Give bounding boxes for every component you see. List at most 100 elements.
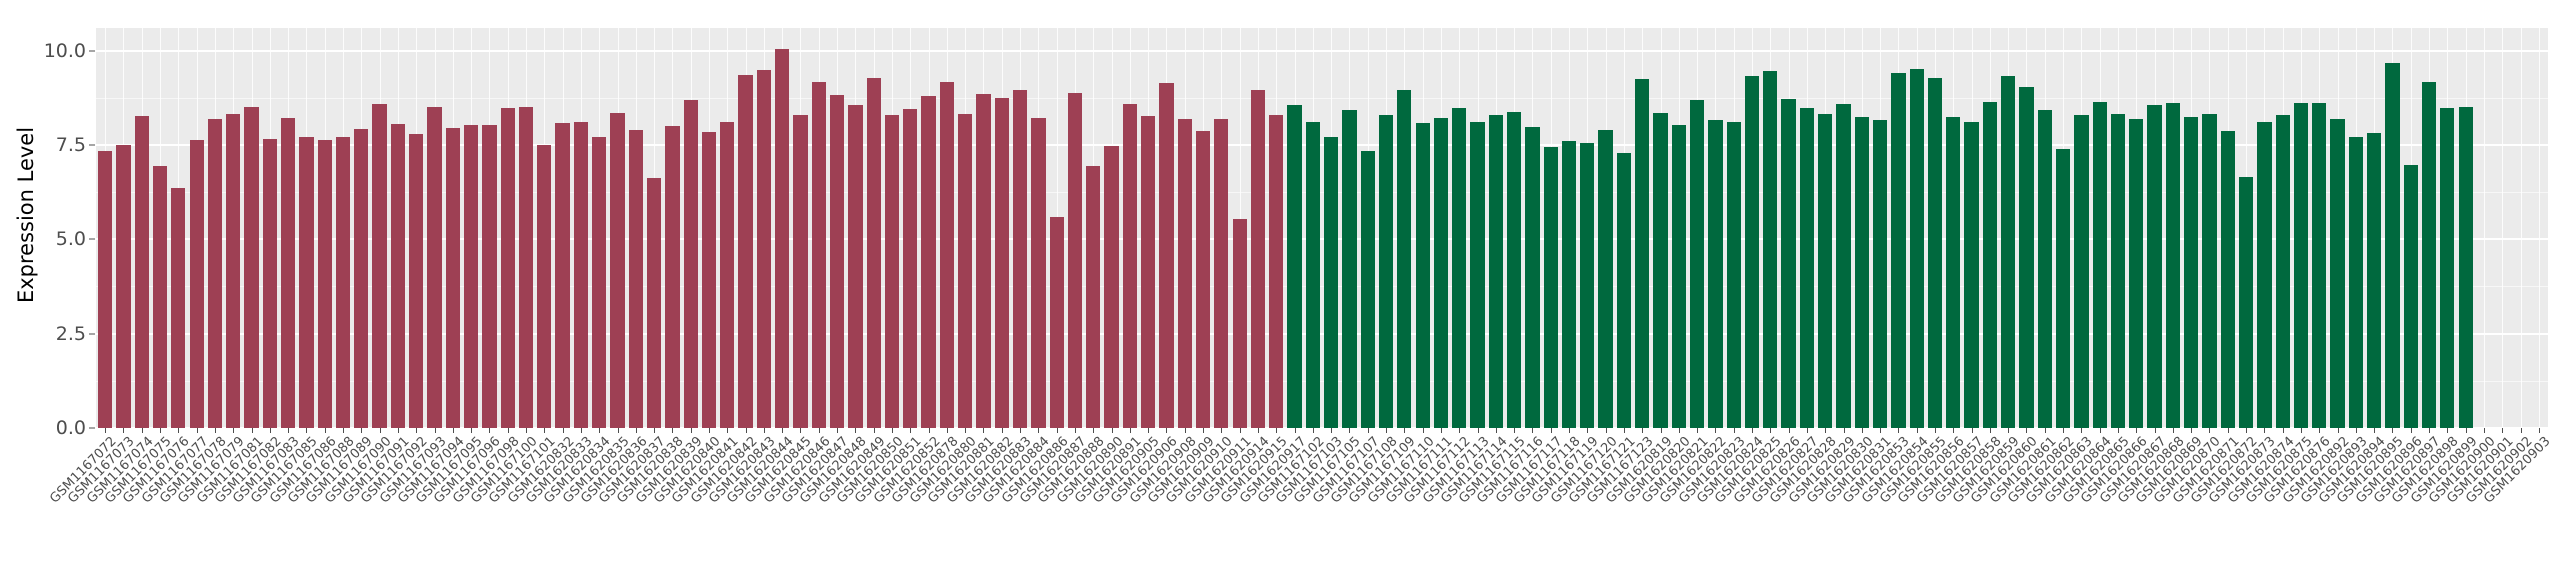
y-tick-mark [89, 144, 95, 146]
x-tick-mark [2099, 428, 2101, 433]
bar [2330, 119, 2345, 428]
y-axis-title: Expression Level [8, 0, 44, 430]
bar [1982, 101, 1998, 428]
x-tick-mark [709, 428, 710, 433]
bar [2074, 114, 2089, 428]
y-axis-tick-labels: 0.0 2.5 5.0 7.5 10.0 [44, 0, 96, 439]
x-tick-mark [855, 428, 857, 433]
bar [610, 112, 625, 428]
bar [372, 104, 387, 428]
x-tick-mark [1221, 428, 1223, 433]
bar [244, 106, 259, 428]
bar [921, 95, 936, 428]
gridline-vertical [2502, 28, 2504, 428]
bar [2147, 105, 2162, 428]
x-tick-mark [1880, 428, 1882, 433]
gridline-major [96, 238, 2548, 241]
x-tick-mark [1477, 428, 1479, 433]
x-tick-mark [2246, 428, 2248, 433]
bar [1543, 146, 1558, 428]
x-tick-mark [343, 428, 345, 433]
x-tick-mark [1642, 428, 1644, 433]
bar [793, 114, 808, 428]
x-tick-mark [1825, 428, 1827, 433]
bar [829, 95, 845, 428]
x-tick-mark [873, 428, 875, 433]
bar [866, 77, 881, 428]
x-tick-mark [782, 428, 784, 433]
gridline-major [96, 427, 2548, 428]
bar [1927, 77, 1943, 428]
bar [335, 137, 351, 428]
x-tick-mark [983, 428, 985, 433]
x-tick-mark [727, 428, 729, 433]
x-tick-mark [1386, 428, 1388, 433]
x-tick-mark [1367, 428, 1369, 433]
bar [1891, 73, 1906, 428]
bar [1177, 119, 1192, 428]
bar [2238, 177, 2254, 428]
x-tick-mark [2337, 428, 2339, 433]
bar [1506, 111, 1522, 428]
x-tick-mark [1422, 428, 1424, 433]
x-tick-mark [891, 428, 893, 433]
bar [1305, 121, 1320, 428]
bar [1872, 120, 1888, 428]
x-tick-mark [2538, 428, 2540, 433]
plot-panel [96, 28, 2548, 428]
gridline-minor [96, 97, 2548, 99]
x-tick-mark [1056, 428, 1058, 433]
bar [756, 69, 772, 428]
x-tick-mark [1001, 428, 1003, 433]
bar [884, 114, 900, 428]
bar [171, 188, 186, 428]
bar [811, 81, 826, 428]
bar [958, 114, 973, 428]
x-tick-mark [2300, 428, 2302, 433]
bar [1836, 104, 1851, 428]
x-tick-mark [2026, 428, 2028, 433]
bar [1818, 114, 1833, 428]
x-tick-mark [965, 428, 967, 433]
bar [1415, 123, 1430, 428]
x-tick-mark [763, 428, 765, 433]
x-tick-mark [1203, 428, 1205, 433]
x-tick-mark [214, 428, 216, 433]
x-tick-mark [599, 428, 601, 433]
bar [189, 140, 204, 428]
x-tick-mark [1678, 428, 1680, 433]
x-tick-mark [2008, 428, 2010, 433]
x-tick-mark [233, 428, 235, 433]
x-tick-mark [288, 428, 290, 433]
bar [2367, 132, 2382, 428]
x-tick-mark [2172, 428, 2174, 433]
bar-series [96, 28, 2548, 428]
x-tick-mark [1074, 428, 1076, 433]
x-tick-mark [1294, 428, 1296, 433]
gridline-minor [96, 286, 2548, 288]
x-tick-mark [1148, 428, 1150, 433]
gridline-minor [96, 192, 2548, 194]
bar [2458, 106, 2473, 428]
bar [2385, 62, 2400, 428]
bar [1946, 116, 1961, 428]
y-axis-title-text: Expression Level [14, 126, 39, 304]
bar [1324, 136, 1339, 428]
bar [1635, 78, 1650, 428]
bar [848, 105, 863, 428]
x-tick-mark [654, 428, 656, 433]
bar [1909, 68, 1924, 428]
x-tick-mark [635, 428, 637, 433]
x-tick-mark [1898, 428, 1900, 433]
x-tick-mark [269, 428, 271, 433]
y-tick-mark [89, 333, 95, 335]
bar [665, 126, 680, 428]
x-tick-mark [1733, 428, 1735, 433]
x-tick-mark [544, 428, 546, 433]
bar [2019, 86, 2034, 428]
bar [683, 100, 698, 428]
x-tick-mark [1349, 428, 1351, 433]
bar [2403, 164, 2418, 428]
bar [1342, 110, 1357, 428]
